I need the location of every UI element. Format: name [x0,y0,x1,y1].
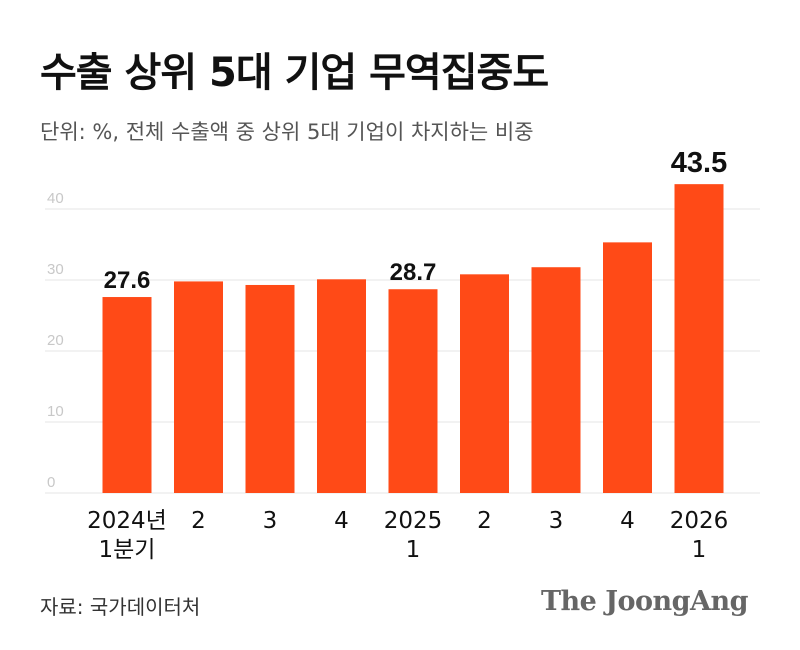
bar [460,274,509,493]
x-tick-label: 4 [334,508,349,534]
x-tick-label: 1 [406,537,421,563]
source-note: 자료: 국가데이터처 [40,595,201,619]
x-tick-label: 2025 [384,508,443,534]
x-tick-label: 2 [191,508,206,534]
brand-logo: The JoongAng [540,586,749,617]
x-tick-label: 4 [620,508,635,534]
bar [388,289,438,493]
y-tick-label: 10 [47,403,64,420]
y-tick-label: 40 [47,190,64,207]
x-tick-label: 3 [549,508,564,534]
data-label: 27.6 [104,267,151,294]
y-tick-label: 30 [47,261,64,278]
y-tick-label: 0 [47,474,55,491]
data-label: 43.5 [671,147,727,179]
bar [174,281,223,493]
x-tick-label: 2 [477,508,492,534]
chart-title: 수출 상위 5대 기업 무역집중도 [40,50,549,96]
bar [102,297,152,493]
x-tick-label: 1 [692,537,707,563]
x-tick-label: 1분기 [99,537,156,563]
bar [245,284,295,493]
y-tick-label: 20 [47,332,64,349]
bar [531,267,581,493]
x-tick-label: 2026 [670,508,729,534]
x-tick-label: 2024년 [87,508,167,534]
bar [674,184,724,493]
x-tick-label: 3 [263,508,278,534]
chart-subtitle: 단위: %, 전체 수출액 중 상위 5대 기업이 차지하는 비중 [40,120,534,144]
bar [317,279,366,493]
bar [603,242,652,493]
data-label: 28.7 [390,259,437,286]
